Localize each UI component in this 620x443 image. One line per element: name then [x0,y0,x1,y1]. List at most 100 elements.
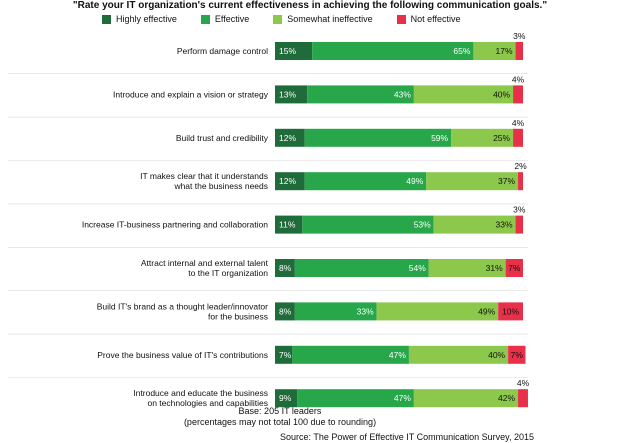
data-label: 47% [394,393,411,403]
legend-item-effective: Effective [200,14,250,24]
bar-segment-highly-effective [275,128,305,147]
data-label: 65% [453,46,470,56]
bar-segment-not-effective [505,259,523,277]
data-label: 54% [409,263,426,273]
bar-segment-somewhat-ineffective [451,128,514,147]
bar-segment-effective [304,128,452,147]
data-label: 53% [414,220,431,230]
bar-segment-effective [304,172,427,191]
data-label: 3% [513,205,526,215]
bar-segment-not-effective [518,389,528,408]
data-label: 2% [514,161,527,171]
category-label: for the business [208,311,268,321]
category-label: Perform damage control [177,46,268,56]
data-label: 4% [512,74,525,84]
legend-swatch-somewhat-ineffective [273,14,283,24]
bar-segment-somewhat-ineffective [376,302,499,321]
data-label: 8% [279,306,292,316]
bar-segment-somewhat-ineffective [433,215,516,234]
bar-segment-somewhat-ineffective [428,259,506,277]
data-label: 4% [512,118,525,128]
bar-segment-not-effective [515,215,523,234]
data-label: 47% [389,350,406,360]
category-label: Introduce and explain a vision or strate… [113,89,269,99]
data-label: 43% [394,89,411,99]
source-text: Source: The Power of Effective IT Commun… [280,432,534,442]
data-label: 12% [279,133,296,143]
legend-label: Highly effective [116,14,177,24]
category-label: Prove the business value of IT's contrib… [97,350,268,360]
data-label: 10% [502,306,519,316]
bar-segment-highly-effective [275,172,305,191]
bar-segment-effective [297,389,414,408]
bar-segment-somewhat-ineffective [408,345,509,364]
bar-segment-effective [302,215,434,234]
bar-segment-effective [307,85,414,104]
data-label: 31% [486,263,503,273]
bar-segment-not-effective [515,42,523,60]
chart-title: "Rate your IT organization's current eff… [72,0,548,11]
legend-label: Somewhat ineffective [287,14,373,24]
legend-swatch-effective [200,14,210,24]
data-label: 40% [493,89,510,99]
legend-item-not-effective: Not effective [396,14,461,24]
bar-segment-not-effective [518,172,523,191]
data-label: 37% [498,176,515,186]
bar-segment-effective [294,302,377,321]
base-text: Base: 205 IT leaders [238,406,322,416]
category-label: on technologies and capabilities [147,398,268,408]
data-label: 3% [513,31,526,41]
bar-segment-not-effective [513,128,523,147]
category-label: what the business needs [173,181,268,191]
category-label: Build trust and credibility [176,133,269,143]
data-label: 8% [279,263,292,273]
category-label: Attract internal and external talent [141,258,269,268]
bar-segment-highly-effective [275,259,295,277]
data-label: 12% [279,176,296,186]
data-label: 15% [279,46,296,56]
data-label: 13% [279,89,296,99]
bar-segment-highly-effective [275,302,295,321]
bar-segment-not-effective [508,345,526,364]
data-label: 7% [508,263,521,273]
category-label: IT makes clear that it understands [140,171,268,181]
data-label: 49% [406,176,423,186]
category-label: Introduce and educate the business [133,388,268,398]
bar-segment-highly-effective [275,345,293,364]
rounding-note: (percentages may not total 100 due to ro… [183,417,377,427]
data-label: 7% [511,350,524,360]
footer-base: Base: 205 IT leaders (percentages may no… [0,406,560,428]
data-label: 17% [496,46,513,56]
legend-label: Not effective [410,14,461,24]
data-label: 49% [478,306,495,316]
data-label: 7% [279,350,292,360]
category-label: Increase IT-business partnering and coll… [82,220,268,230]
bar-segment-not-effective [498,302,523,321]
category-label: Build IT's brand as a thought leader/inn… [97,301,268,311]
bar-segment-effective [312,42,474,60]
bar-segment-somewhat-ineffective [473,42,516,60]
bar-segment-highly-effective [275,42,313,60]
bar-segment-effective [292,345,409,364]
data-label: 40% [488,350,505,360]
bar-segment-highly-effective [275,389,298,408]
data-label: 25% [493,133,510,143]
legend-item-highly-effective: Highly effective [102,14,177,24]
data-label: 11% [279,220,296,230]
legend-item-somewhat-ineffective: Somewhat ineffective [273,14,373,24]
legend-swatch-highly-effective [102,14,111,24]
chart-legend: Highly effective Effective Somewhat inef… [102,12,485,26]
bar-segment-somewhat-ineffective [426,172,519,191]
legend-label: Effective [214,14,250,24]
data-label: 33% [496,220,513,230]
bar-segment-somewhat-ineffective [413,85,514,104]
data-label: 9% [279,393,292,403]
bar-segment-somewhat-ineffective [413,389,519,408]
bar-segment-highly-effective [275,215,303,234]
data-label: 4% [517,378,530,388]
data-label: 59% [431,133,448,143]
data-label: 42% [498,393,515,403]
bar-segment-effective [294,259,429,277]
category-label: to the IT organization [188,268,268,278]
